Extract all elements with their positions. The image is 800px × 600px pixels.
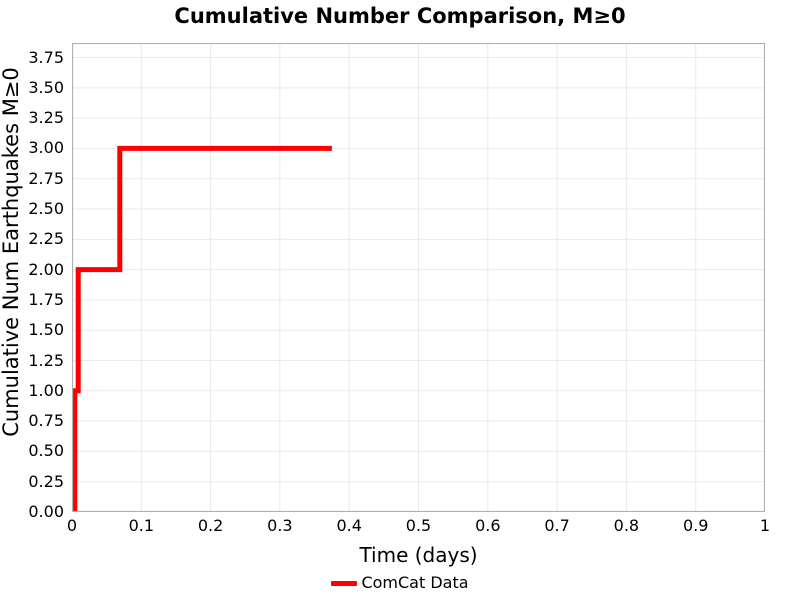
x-tick-label: 0.6 — [475, 516, 501, 535]
y-tick-label: 1.75 — [28, 289, 64, 309]
y-tick-label: 3.75 — [28, 47, 64, 67]
y-tick-label: 0.25 — [28, 471, 64, 491]
axes-frame — [72, 43, 765, 512]
x-tick-label: 0.7 — [544, 516, 570, 535]
y-tick-label: 3.00 — [28, 138, 64, 158]
y-tick-label: 1.00 — [28, 380, 64, 400]
y-tick-label: 3.25 — [28, 108, 64, 128]
plot-area — [72, 43, 765, 512]
y-tick-label: 2.25 — [28, 229, 64, 249]
x-tick-label: 0 — [66, 516, 78, 535]
chart-title: Cumulative Number Comparison, M≥0 — [174, 4, 626, 28]
y-tick-label: 2.75 — [28, 168, 64, 188]
x-tick-label: 0.2 — [197, 516, 224, 535]
x-tick-label: 1 — [759, 516, 771, 535]
legend-line-marker — [331, 580, 358, 586]
x-tick-label: 0.9 — [682, 516, 709, 535]
y-tick-label: 2.50 — [28, 199, 64, 219]
x-tick-label: 0.3 — [267, 516, 293, 535]
y-tick-label: 1.50 — [28, 320, 64, 340]
plot-svg — [72, 43, 765, 512]
legend-label: ComCat Data — [361, 573, 469, 592]
x-tick-label: 0.1 — [128, 516, 155, 535]
y-tick-label: 0.75 — [28, 411, 64, 431]
x-tick-label: 0.8 — [613, 516, 640, 535]
x-tick-label: 0.4 — [336, 516, 362, 535]
y-tick-label: 0.00 — [28, 502, 64, 521]
y-tick-label: 2.00 — [28, 259, 64, 279]
comcat-series-line — [72, 145, 332, 512]
x-tick-label: 0.5 — [405, 516, 432, 535]
x-axis-label: Time (days) — [359, 543, 478, 567]
y-tick-label: 3.50 — [28, 77, 64, 97]
legend: ComCat Data — [0, 571, 800, 595]
y-tick-label: 1.25 — [28, 350, 64, 370]
y-tick-label: 0.50 — [28, 441, 64, 461]
